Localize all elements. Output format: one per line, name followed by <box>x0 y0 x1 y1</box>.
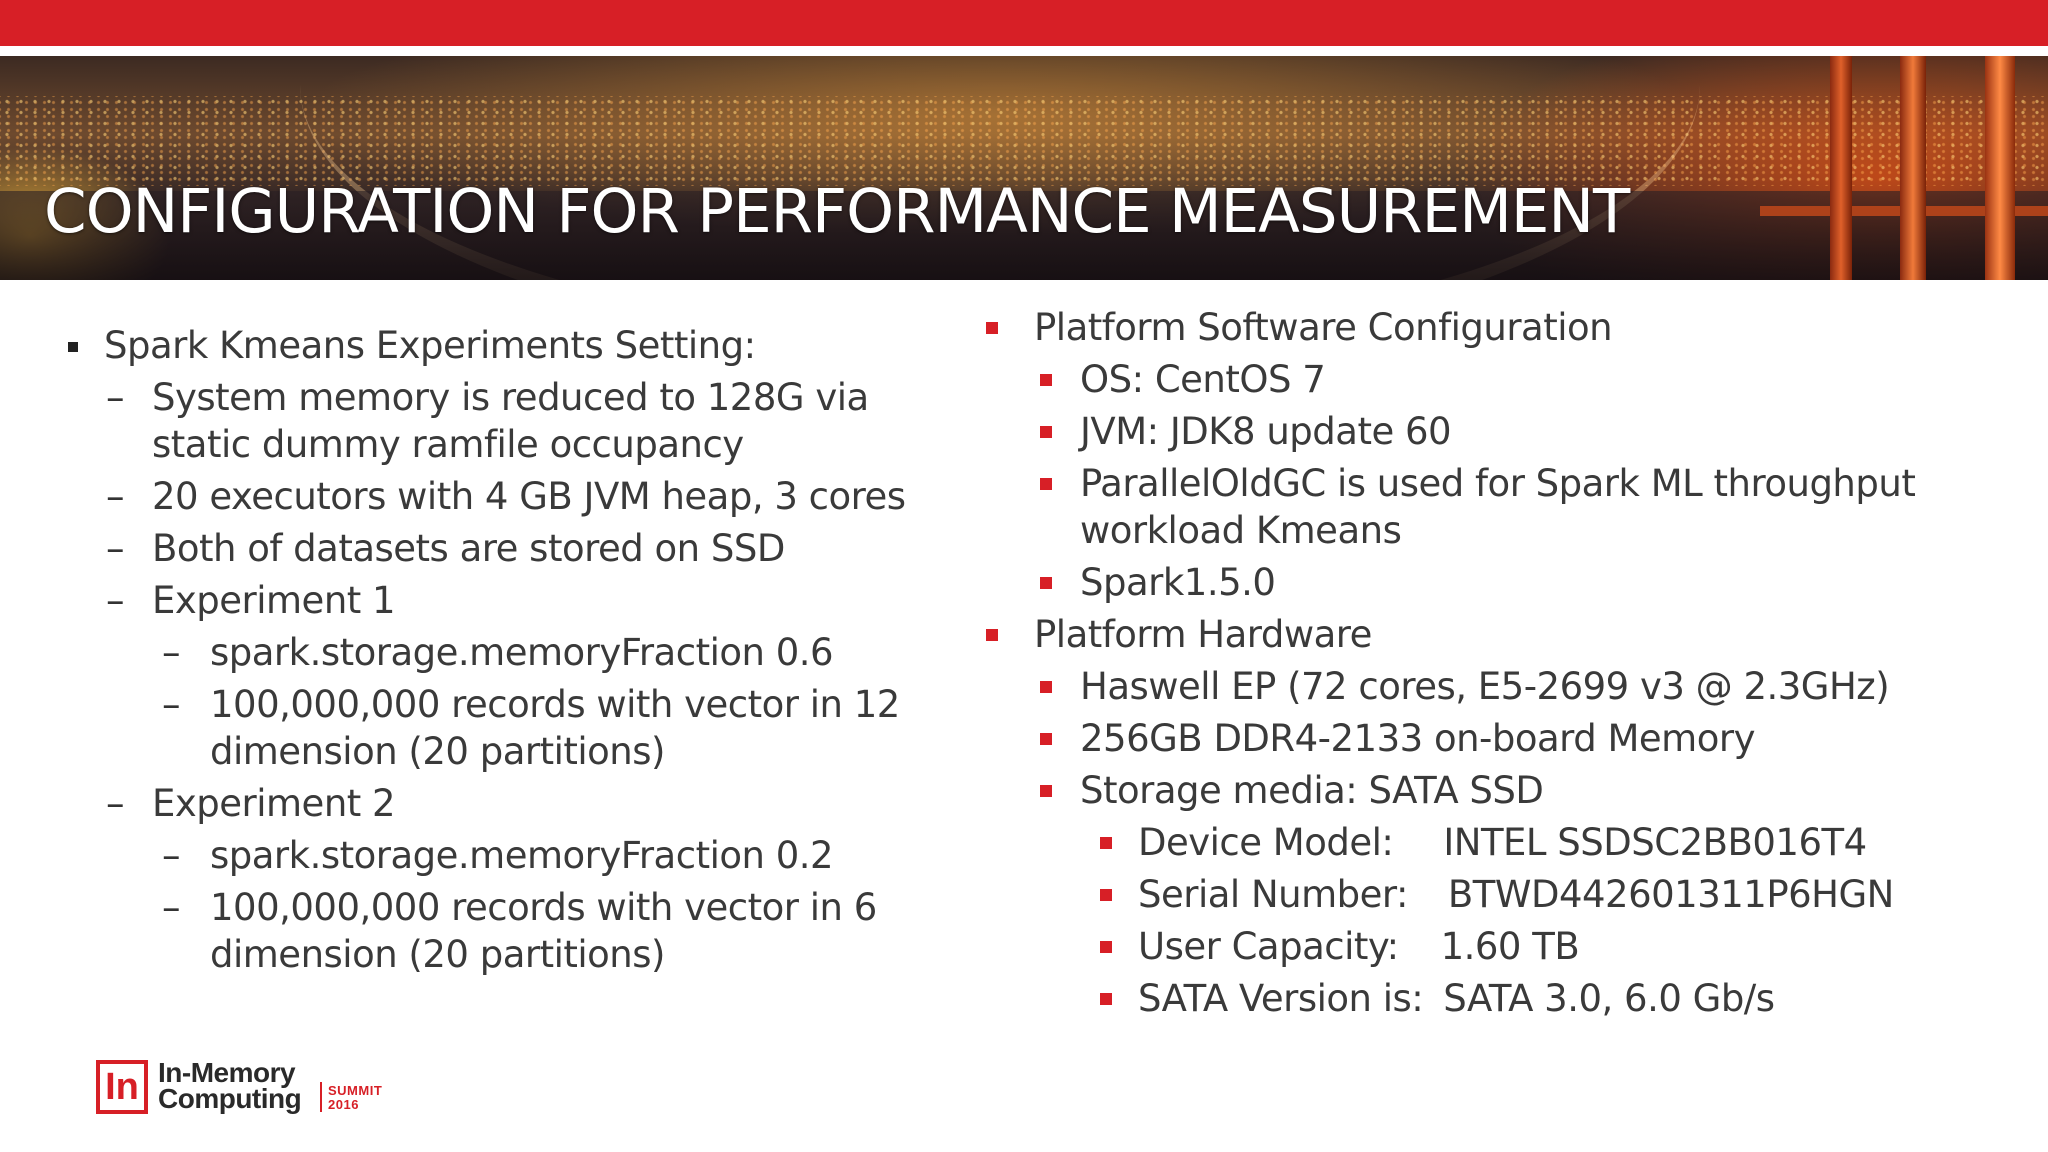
left-heading: Spark Kmeans Experiments Setting: <box>104 324 756 367</box>
square-bullet-icon <box>986 629 998 641</box>
item-text: 20 executors with 4 GB JVM heap, 3 cores <box>152 475 906 518</box>
right-column: Platform Software Configuration OS: Cent… <box>982 304 2022 1022</box>
bridge-tower-shape <box>1900 56 1926 280</box>
device-model-value: INTEL SSDSC2BB016T4 <box>1443 821 1867 864</box>
sub-bullet-item: Spark1.5.0 <box>982 559 2022 606</box>
sub-bullet-item: OS: CentOS 7 <box>982 356 2022 403</box>
square-bullet-icon <box>1040 733 1052 745</box>
item-text: Haswell EP (72 cores, E5-2699 v3 @ 2.3GH… <box>1080 665 1890 708</box>
header-banner-image <box>0 56 2048 280</box>
sub-sub-bullet-item: – 100,000,000 records with vector in 12 … <box>66 681 946 775</box>
sub-bullet-item: – Experiment 2 <box>66 780 946 827</box>
dash-bullet-icon: – <box>106 782 125 825</box>
sub-bullet-item: Storage media: SATA SSD <box>982 767 2022 814</box>
sub-sub-bullet-item: – spark.storage.memoryFraction 0.2 <box>66 832 946 879</box>
in-logo-icon: In <box>96 1060 148 1114</box>
square-bullet-icon <box>986 322 998 334</box>
sub-bullet-item: – Both of datasets are stored on SSD <box>66 525 946 572</box>
item-text: spark.storage.memoryFraction 0.2 <box>210 834 834 877</box>
sub-bullet-item: – System memory is reduced to 128G via s… <box>66 374 946 468</box>
dash-bullet-icon: – <box>106 527 125 570</box>
sub-bullet-item: 256GB DDR4-2133 on-board Memory <box>982 715 2022 762</box>
square-bullet-icon <box>1040 681 1052 693</box>
logo-mark: In <box>105 1066 139 1108</box>
square-bullet-icon <box>1040 426 1052 438</box>
sata-version-value: SATA 3.0, 6.0 Gb/s <box>1443 977 1775 1020</box>
top-divider <box>0 46 2048 56</box>
dash-bullet-icon: – <box>106 579 125 622</box>
dash-bullet-icon: – <box>162 683 181 726</box>
hardware-heading: Platform Hardware <box>1034 613 1372 656</box>
sub-bullet-item: Haswell EP (72 cores, E5-2699 v3 @ 2.3GH… <box>982 663 2022 710</box>
summit-logo: In In-Memory Computing SUMMIT 2016 <box>96 1058 416 1118</box>
slide-title: CONFIGURATION FOR PERFORMANCE MEASUREMEN… <box>44 176 1630 247</box>
sata-version-label: SATA Version is: <box>1138 977 1424 1020</box>
left-column: Spark Kmeans Experiments Setting: – Syst… <box>66 322 946 978</box>
sub-sub-bullet-item: – 100,000,000 records with vector in 6 d… <box>66 884 946 978</box>
serial-number-value: BTWD442601311P6HGN <box>1447 873 1894 916</box>
dash-bullet-icon: – <box>162 886 181 929</box>
dash-bullet-icon: – <box>162 631 181 674</box>
item-text: 100,000,000 records with vector in 12 di… <box>210 683 900 773</box>
storage-detail-item: SATA Version is: SATA 3.0, 6.0 Gb/s <box>982 975 2022 1022</box>
sub-bullet-item: ParallelOldGC is used for Spark ML throu… <box>982 460 2000 554</box>
top-accent-bar <box>0 0 2048 46</box>
logo-summit: SUMMIT <box>328 1083 383 1098</box>
storage-detail-item: Serial Number: BTWD442601311P6HGN <box>982 871 2022 918</box>
sub-bullet-item: – 20 executors with 4 GB JVM heap, 3 cor… <box>66 473 946 520</box>
item-text: Both of datasets are stored on SSD <box>152 527 785 570</box>
bay-water-shape <box>0 191 2048 280</box>
bridge-tower-shape <box>1830 56 1852 280</box>
square-bullet-icon <box>1040 478 1052 490</box>
device-model-label: Device Model: <box>1138 821 1394 864</box>
item-text: spark.storage.memoryFraction 0.6 <box>210 631 834 674</box>
storage-detail-item: User Capacity: 1.60 TB <box>982 923 2022 970</box>
bullet-item: Platform Software Configuration <box>982 304 2022 351</box>
square-bullet-icon <box>1100 993 1112 1005</box>
logo-line2: Computing <box>158 1083 302 1114</box>
experiment-label: Experiment 1 <box>152 579 396 622</box>
sub-sub-bullet-item: – spark.storage.memoryFraction 0.6 <box>66 629 946 676</box>
bridge-tower-shape <box>1985 56 2015 280</box>
item-text: System memory is reduced to 128G via sta… <box>152 376 869 466</box>
serial-number-label: Serial Number: <box>1138 873 1408 916</box>
dash-bullet-icon: – <box>162 834 181 877</box>
square-bullet-icon <box>1100 837 1112 849</box>
logo-divider <box>320 1082 322 1112</box>
dash-bullet-icon: – <box>106 475 125 518</box>
square-bullet-icon <box>1040 374 1052 386</box>
bullet-item: Spark Kmeans Experiments Setting: <box>66 322 946 369</box>
item-text: ParallelOldGC is used for Spark ML throu… <box>1080 462 1916 552</box>
item-text: 256GB DDR4-2133 on-board Memory <box>1080 717 1755 760</box>
item-text: OS: CentOS 7 <box>1080 358 1326 401</box>
experiment-label: Experiment 2 <box>152 782 396 825</box>
square-bullet-icon <box>1100 941 1112 953</box>
square-bullet-icon <box>1040 577 1052 589</box>
item-text: JVM: JDK8 update 60 <box>1080 410 1452 453</box>
software-heading: Platform Software Configuration <box>1034 306 1613 349</box>
item-text: Spark1.5.0 <box>1080 561 1276 604</box>
storage-detail-item: Device Model: INTEL SSDSC2BB016T4 <box>982 819 2022 866</box>
sub-bullet-item: JVM: JDK8 update 60 <box>982 408 2022 455</box>
square-bullet-icon <box>1040 785 1052 797</box>
square-bullet-icon <box>1100 889 1112 901</box>
logo-line1: In-Memory <box>158 1057 296 1088</box>
item-text: Storage media: SATA SSD <box>1080 769 1544 812</box>
logo-year: 2016 <box>328 1097 359 1112</box>
bullet-item: Platform Hardware <box>982 611 2022 658</box>
item-text: 100,000,000 records with vector in 6 dim… <box>210 886 877 976</box>
user-capacity-label: User Capacity: <box>1138 925 1399 968</box>
user-capacity-value: 1.60 TB <box>1440 925 1580 968</box>
square-bullet-icon <box>68 342 78 352</box>
dash-bullet-icon: – <box>106 376 125 419</box>
sub-bullet-item: – Experiment 1 <box>66 577 946 624</box>
